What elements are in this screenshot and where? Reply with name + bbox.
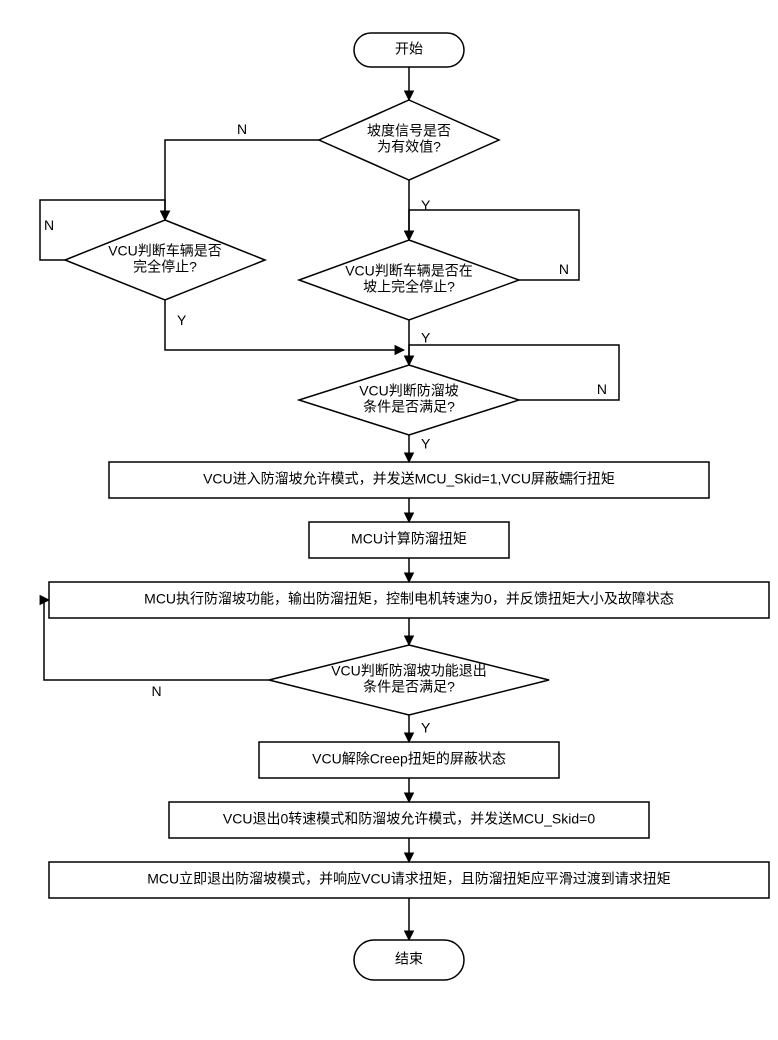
node-label: 坡度信号是否: [367, 123, 451, 139]
node-label: VCU判断防溜坡功能退出: [331, 663, 487, 679]
edge-label: N: [559, 261, 569, 277]
node-d2l: VCU判断车辆是否完全停止?: [65, 220, 265, 300]
edge: [165, 140, 319, 220]
node-label: MCU计算防溜扭矩: [351, 531, 467, 547]
node-p5: VCU退出0转速模式和防溜坡允许模式，并发送MCU_Skid=0: [169, 802, 649, 838]
node-label: 条件是否满足?: [363, 679, 455, 695]
edge-label: Y: [421, 197, 431, 213]
node-p2: MCU计算防溜扭矩: [309, 522, 509, 558]
edge-label: N: [237, 121, 247, 137]
edge-label: Y: [421, 330, 431, 346]
node-label: VCU进入防溜坡允许模式，并发送MCU_Skid=1,VCU屏蔽蠕行扭矩: [203, 471, 615, 487]
node-p1: VCU进入防溜坡允许模式，并发送MCU_Skid=1,VCU屏蔽蠕行扭矩: [109, 462, 709, 498]
node-d3: VCU判断防溜坡条件是否满足?: [299, 365, 519, 435]
node-label: VCU退出0转速模式和防溜坡允许模式，并发送MCU_Skid=0: [223, 811, 595, 827]
node-label: MCU立即退出防溜坡模式，并响应VCU请求扭矩，且防溜扭矩应平滑过渡到请求扭矩: [147, 871, 670, 887]
node-d4: VCU判断防溜坡功能退出条件是否满足?: [269, 645, 549, 715]
node-label: VCU判断车辆是否: [108, 243, 222, 259]
node-start: 开始: [354, 33, 464, 67]
edge-label: Y: [177, 312, 187, 328]
edge-label: N: [44, 217, 54, 233]
node-p4: VCU解除Creep扭矩的屏蔽状态: [259, 742, 559, 778]
node-label: VCU判断防溜坡: [359, 383, 459, 399]
edge-label: N: [597, 381, 607, 397]
edge: [165, 300, 404, 350]
node-label: 条件是否满足?: [363, 399, 455, 415]
node-d2r: VCU判断车辆是否在坡上完全停止?: [299, 240, 519, 320]
node-label: 结束: [395, 951, 423, 967]
node-label: 为有效值?: [377, 139, 441, 155]
node-label: VCU解除Creep扭矩的屏蔽状态: [312, 751, 506, 767]
node-label: VCU判断车辆是否在: [345, 263, 473, 279]
edge-label: N: [151, 683, 161, 699]
node-label: MCU执行防溜坡功能，输出防溜扭矩，控制电机转速为0，并反馈扭矩大小及故障状态: [144, 591, 674, 607]
node-label: 完全停止?: [133, 259, 197, 275]
node-label: 开始: [395, 41, 423, 57]
edge-label: Y: [421, 720, 431, 736]
node-p6: MCU立即退出防溜坡模式，并响应VCU请求扭矩，且防溜扭矩应平滑过渡到请求扭矩: [49, 862, 769, 898]
node-end: 结束: [354, 940, 464, 980]
node-label: 坡上完全停止?: [363, 279, 455, 295]
edge-label: Y: [421, 436, 431, 452]
node-d1: 坡度信号是否为有效值?: [319, 100, 499, 180]
node-p3: MCU执行防溜坡功能，输出防溜扭矩，控制电机转速为0，并反馈扭矩大小及故障状态: [49, 582, 769, 618]
